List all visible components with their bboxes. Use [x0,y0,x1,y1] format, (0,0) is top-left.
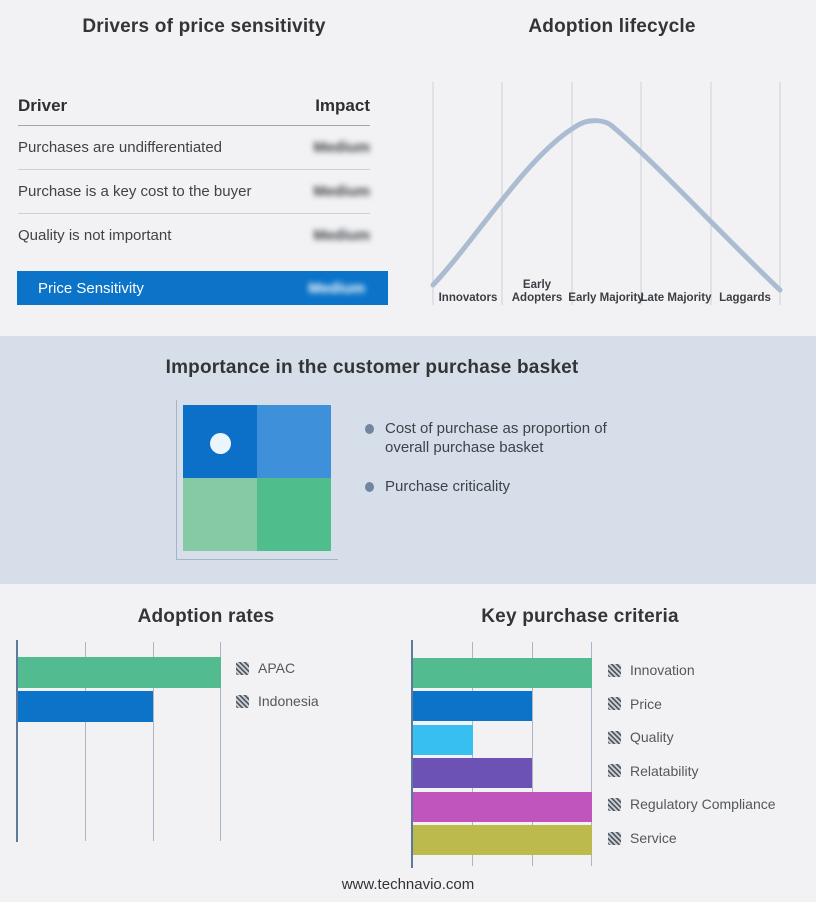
legend-label: Regulatory Compliance [630,796,776,813]
position-marker-dot [210,433,231,454]
chart-gridline [85,642,87,841]
bar-service [413,825,592,855]
chart-gridline [152,642,154,841]
impact-cell-blurred: Medium [313,183,370,200]
legend-swatch-hatch-icon [236,694,249,708]
table-row: Purchases are undifferentiated Medium [18,126,370,170]
key-criteria-title: Key purchase criteria [481,606,679,627]
chart-gridline [472,642,474,866]
impact-cell-blurred: Medium [313,139,370,156]
legend-item: Indonesia [236,693,319,709]
legend-swatch-hatch-icon [608,764,621,778]
drivers-table: Driver Impact Purchases are undifferenti… [18,96,370,257]
driver-cell: Purchases are undifferentiated [18,139,223,156]
legend-label: Indonesia [258,693,319,709]
legend-swatch-hatch-icon [608,797,621,811]
lifecycle-panel-title: Adoption lifecycle [528,16,696,37]
chart-axis-line [411,640,413,868]
legend-swatch-hatch-icon [608,730,621,744]
legend-label: APAC [258,660,296,676]
chart-gridline [531,642,533,866]
bar-relatability [413,758,533,789]
bullet-item: Purchase criticality [365,477,627,496]
bar-innovation [413,658,592,688]
chart-axis-line [16,640,18,842]
drivers-panel-title: Drivers of price sensitivity [82,16,326,37]
driver-cell: Purchase is a key cost to the buyer [18,183,252,200]
chart-gridline [591,642,593,866]
col-impact: Impact [315,96,370,115]
adoption-rates-title: Adoption rates [137,606,275,627]
table-row: Quality is not important Medium [18,214,370,257]
stage-label: Late Majority [640,292,712,304]
legend-label: Price [630,695,662,712]
bar-price [413,691,533,722]
bar-indonesia [18,691,154,722]
quadrant-top-right [257,405,331,478]
legend-item: Relatability [608,763,698,779]
col-driver: Driver [18,96,68,115]
quadrant-bottom-left [183,478,257,551]
legend-label: Innovation [630,662,695,678]
bullet-icon [365,482,374,492]
table-row: Purchase is a key cost to the buyer Medi… [18,170,370,214]
legend-swatch-hatch-icon [608,663,621,677]
impact-cell-blurred: Medium [313,227,370,244]
legend-item: Quality [608,729,674,745]
purchase-basket-quadrant [183,405,331,551]
adoption-bell-curve [430,118,783,293]
basket-panel-title: Importance in the customer purchase bask… [165,357,579,378]
bullet-text: Purchase criticality [385,478,511,495]
legend-label: Service [630,830,677,846]
quadrant-bottom-right [257,478,331,551]
legend-label: Quality [630,729,674,746]
legend-item: Innovation [608,662,695,678]
purchase-basket-band [0,336,816,584]
stage-label: Innovators [438,292,498,304]
bar-regulatory-compliance [413,791,592,822]
adoption-lifecycle-chart [430,82,783,305]
legend-swatch-hatch-icon [608,697,621,711]
quadrant-y-axis [176,400,177,559]
bullet-icon [365,424,374,434]
impact-cell-blurred: Medium [308,279,365,297]
quadrant-x-axis [176,559,338,560]
legend-item: APAC [236,660,295,676]
chart-gridline [220,642,222,841]
lifecycle-gridlines [432,82,781,305]
website-url: www.technavio.com [341,876,475,893]
highlight-label: Price Sensitivity [38,279,144,297]
driver-cell: Quality is not important [18,227,172,244]
stage-label: Early Adopters [511,279,563,304]
legend-swatch-hatch-icon [608,831,621,845]
stage-label: Early Majority [568,292,644,304]
legend-item: Regulatory Compliance [608,796,776,812]
bullet-text: Cost of purchase as proportion of overal… [385,420,607,456]
drivers-table-header: Driver Impact [18,96,370,126]
legend-label: Relatability [630,762,699,779]
bar-quality [413,724,473,755]
legend-swatch-hatch-icon [236,661,249,675]
price-sensitivity-highlight-row: Price Sensitivity Medium [17,271,388,305]
bullet-item: Cost of purchase as proportion of overal… [365,419,627,457]
bar-apac [18,657,221,688]
legend-item: Price [608,696,662,712]
stage-label: Laggards [719,292,771,304]
legend-item: Service [608,830,677,846]
